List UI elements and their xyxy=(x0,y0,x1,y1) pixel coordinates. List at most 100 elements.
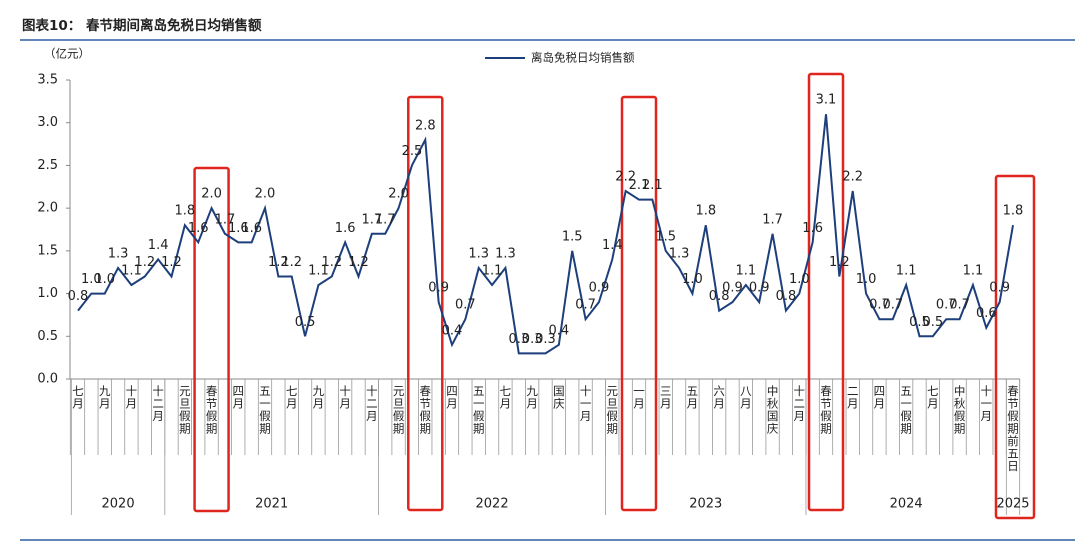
data-label: 1.0 xyxy=(856,272,877,287)
data-label: 1.1 xyxy=(121,264,142,279)
data-label: 0.9 xyxy=(989,281,1010,296)
data-label: 1.2 xyxy=(829,255,850,270)
data-label: 3.1 xyxy=(816,93,837,108)
data-label: 2.1 xyxy=(629,178,650,193)
data-label: 0.8 xyxy=(776,289,797,304)
data-label: 0.9 xyxy=(589,281,610,296)
data-label: 1.5 xyxy=(655,229,676,244)
data-label: 1.6 xyxy=(188,221,209,236)
data-label: 0.5 xyxy=(295,315,316,330)
x-tick-label: 国庆 xyxy=(552,385,566,410)
data-label: 0.4 xyxy=(549,323,570,338)
data-label: 1.0 xyxy=(81,272,102,287)
data-label: 0.7 xyxy=(869,298,890,313)
x-tick-label: 二月 xyxy=(846,385,860,410)
x-tick-label: 三月 xyxy=(659,385,673,410)
data-label: 2.5 xyxy=(402,144,423,159)
x-tick-label: 元旦假期 xyxy=(605,385,619,435)
y-tick-label: 0.0 xyxy=(37,372,58,387)
y-tick-label: 3.5 xyxy=(37,73,58,88)
data-label: 2.0 xyxy=(201,187,222,202)
data-label: 2.1 xyxy=(642,178,663,193)
x-tick-label: 十二月 xyxy=(365,384,379,422)
x-tick-label: 七月 xyxy=(285,385,299,410)
data-label: 2.0 xyxy=(255,187,276,202)
data-line xyxy=(77,114,1014,355)
data-label: 1.2 xyxy=(134,255,155,270)
data-label: 0.5 xyxy=(909,315,930,330)
data-label: 2.2 xyxy=(842,170,863,185)
data-label: 1.2 xyxy=(161,255,182,270)
x-tick-label: 春节假期前五日 xyxy=(1006,385,1020,473)
x-tick-label: 七月 xyxy=(498,385,512,410)
x-tick-label: 五一假期 xyxy=(472,385,486,435)
y-tick-label: 3.0 xyxy=(37,115,58,130)
x-tick-label: 十一月 xyxy=(579,384,593,422)
highlight-box xyxy=(620,95,658,512)
x-tick-label: 七月 xyxy=(926,385,940,410)
x-tick-label: 四月 xyxy=(445,385,459,410)
data-label: 0.3 xyxy=(508,332,529,347)
x-tick-label: 四月 xyxy=(231,385,245,410)
data-label: 1.7 xyxy=(762,212,783,227)
data-label: 1.1 xyxy=(963,264,984,279)
data-label: 1.2 xyxy=(348,255,369,270)
data-label: 1.3 xyxy=(669,246,690,261)
chart-title: 图表10： 春节期间离岛免税日均销售额 xyxy=(22,17,262,34)
data-label: 2.0 xyxy=(388,187,409,202)
x-tick-label: 十一月 xyxy=(979,384,993,422)
x-tick-label: 六月 xyxy=(712,385,726,410)
data-label: 1.2 xyxy=(281,255,302,270)
data-label: 1.6 xyxy=(335,221,356,236)
x-tick-label: 中秋假期 xyxy=(953,385,967,435)
year-label: 2022 xyxy=(476,497,509,512)
data-label: 0.9 xyxy=(749,281,770,296)
data-label: 1.7 xyxy=(215,212,236,227)
x-tick-label: 七月 xyxy=(71,385,85,410)
y-tick-label: 2.5 xyxy=(37,158,58,173)
data-label: 0.9 xyxy=(428,281,449,296)
data-label: 1.3 xyxy=(468,246,489,261)
data-label: 1.7 xyxy=(362,212,383,227)
data-label: 1.5 xyxy=(562,229,583,244)
x-tick-label: 五一假期 xyxy=(899,385,913,435)
data-label: 0.5 xyxy=(923,315,944,330)
data-label: 2.8 xyxy=(415,118,436,133)
data-label: 0.8 xyxy=(709,289,730,304)
data-label: 2.2 xyxy=(615,170,636,185)
x-tick-label: 五一假期 xyxy=(258,385,272,435)
year-label: 2021 xyxy=(255,497,288,512)
data-label: 0.8 xyxy=(68,289,89,304)
data-label: 0.7 xyxy=(936,298,957,313)
highlight-box xyxy=(407,95,444,512)
data-label: 1.1 xyxy=(482,264,503,279)
data-label: 0.7 xyxy=(949,298,970,313)
data-label: 1.3 xyxy=(108,246,129,261)
year-label: 2025 xyxy=(996,497,1029,512)
data-label: 1.4 xyxy=(602,238,623,253)
x-tick-label: 一月 xyxy=(632,385,646,410)
data-label: 0.3 xyxy=(535,332,556,347)
x-tick-label: 九月 xyxy=(525,385,539,410)
x-tick-label: 十二月 xyxy=(151,384,165,422)
x-tick-label: 九月 xyxy=(98,385,112,410)
y-unit: （亿元） xyxy=(44,47,90,61)
y-tick-label: 1.0 xyxy=(37,286,58,301)
data-label: 1.4 xyxy=(148,238,169,253)
data-label: 1.3 xyxy=(495,246,516,261)
data-label: 0.7 xyxy=(575,298,596,313)
highlight-box xyxy=(193,166,230,513)
x-tick-label: 十月 xyxy=(124,384,138,410)
data-label: 1.2 xyxy=(321,255,342,270)
data-label: 1.6 xyxy=(802,221,823,236)
y-tick-label: 1.5 xyxy=(37,243,58,258)
highlight-box xyxy=(994,174,1036,520)
x-tick-label: 八月 xyxy=(739,385,753,410)
data-label: 0.9 xyxy=(722,281,743,296)
data-label: 1.6 xyxy=(241,221,262,236)
x-tick-label: 元旦假期 xyxy=(178,385,192,435)
data-label: 1.0 xyxy=(789,272,810,287)
data-label: 0.3 xyxy=(522,332,543,347)
data-label: 1.0 xyxy=(682,272,703,287)
